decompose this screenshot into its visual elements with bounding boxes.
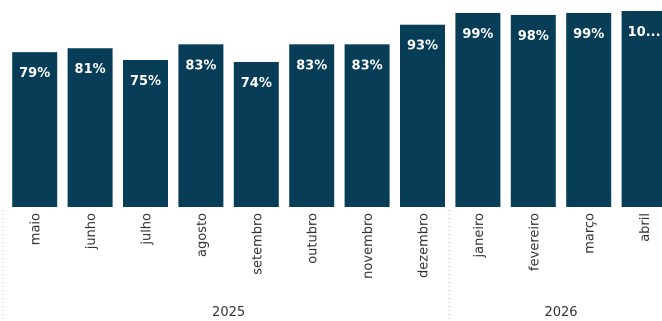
bar xyxy=(344,44,390,207)
bar xyxy=(289,44,335,207)
x-tick-label: outubro xyxy=(306,213,321,264)
value-label: 83% xyxy=(352,58,383,73)
value-label: 98% xyxy=(518,29,549,44)
value-label: 81% xyxy=(75,62,106,77)
value-label: 10... xyxy=(628,25,661,40)
value-label: 83% xyxy=(296,58,327,73)
bar xyxy=(233,61,279,208)
value-label: 83% xyxy=(185,58,216,73)
value-label: 74% xyxy=(241,76,272,91)
bar xyxy=(123,60,168,207)
bar xyxy=(510,14,556,208)
x-tick-label: dezembro xyxy=(417,213,432,278)
x-tick-label: março xyxy=(583,213,598,254)
x-tick-label: agosto xyxy=(195,213,210,257)
value-label: 75% xyxy=(130,74,161,89)
value-label: 99% xyxy=(573,27,604,42)
bar xyxy=(621,11,662,207)
x-tick-label: abril xyxy=(638,213,653,242)
x-tick-label: julho xyxy=(140,213,155,246)
bar xyxy=(400,24,445,207)
bar xyxy=(455,12,501,207)
value-label: 93% xyxy=(407,39,438,54)
x-tick-label: maio xyxy=(29,213,44,245)
bar xyxy=(67,48,113,207)
x-tick-label: junho xyxy=(84,213,99,250)
value-label: 79% xyxy=(19,66,50,81)
x-tick-label: novembro xyxy=(361,213,376,279)
bar xyxy=(178,44,224,207)
group-label: 2025 xyxy=(212,305,245,320)
x-tick-label: janeiro xyxy=(472,213,487,258)
x-tick-label: fevereiro xyxy=(527,213,542,271)
value-label: 99% xyxy=(462,27,493,42)
bar xyxy=(566,12,612,207)
bar xyxy=(12,52,58,207)
x-tick-label: setembro xyxy=(250,213,265,275)
group-label: 2026 xyxy=(544,305,577,320)
